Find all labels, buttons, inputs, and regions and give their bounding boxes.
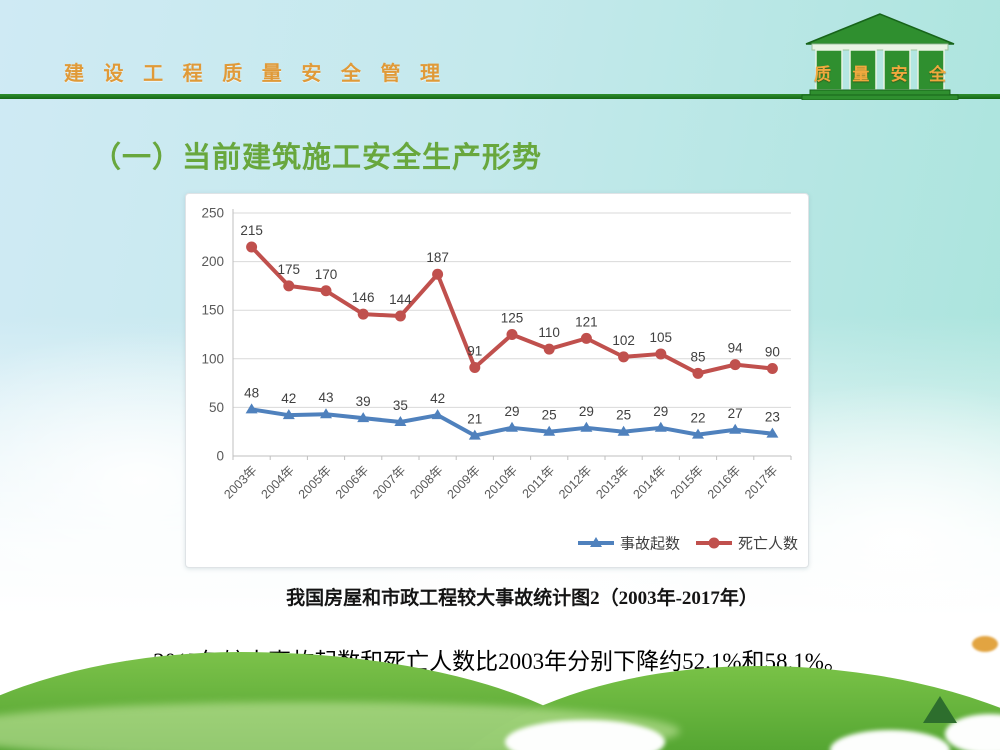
svg-text:2007年: 2007年 — [370, 463, 408, 501]
line-chart: 0 50 100 150 200 250 2003年2004年2005年2006年2007年… — [201, 206, 798, 553]
svg-text:250: 250 — [201, 206, 224, 221]
svg-text:200: 200 — [201, 254, 224, 269]
chart-panel: 0 50 100 150 200 250 2003年 2004年 2005年 2006年 2007年… — [185, 193, 809, 568]
series-1: 215 175 170 146 144 187 91 125 110 121 102 105 85 94 9… — [240, 223, 780, 379]
svg-text:2013年: 2013年 — [593, 463, 631, 501]
temple-icon — [801, 13, 959, 101]
page-title: （一）当前建筑施工安全生产形势 — [92, 142, 543, 174]
logo-char: 全 — [928, 65, 946, 84]
flower-shape — [972, 636, 998, 652]
svg-text:2009年: 2009年 — [445, 463, 483, 501]
chart-legend: 事故起数 死亡人数 — [578, 536, 798, 553]
svg-text:105: 105 — [650, 330, 673, 345]
svg-text:90: 90 — [765, 345, 780, 360]
svg-text:85: 85 — [690, 349, 705, 364]
svg-text:110: 110 — [538, 325, 560, 340]
svg-text:2012年: 2012年 — [556, 463, 594, 501]
svg-text:146: 146 — [352, 290, 375, 305]
svg-text:23: 23 — [765, 410, 780, 425]
svg-text:死亡人数: 死亡人数 — [738, 536, 798, 553]
series-0: 48 42 43 39 35 42 21 29 25 29 25 29 22 27 23 — [244, 385, 780, 440]
svg-text:91: 91 — [467, 344, 482, 359]
svg-text:2003年: 2003年 — [221, 463, 259, 501]
triangle-shape — [923, 696, 957, 723]
svg-text:144: 144 — [389, 292, 412, 307]
svg-text:43: 43 — [318, 390, 333, 405]
header-divider-line — [0, 94, 1000, 99]
svg-text:2006年: 2006年 — [333, 463, 371, 501]
logo-char: 量 — [852, 65, 870, 84]
svg-text:25: 25 — [616, 408, 631, 423]
svg-text:27: 27 — [728, 406, 743, 421]
svg-text:39: 39 — [356, 394, 371, 409]
svg-text:2014年: 2014年 — [631, 463, 669, 501]
svg-text:187: 187 — [426, 250, 449, 265]
svg-text:2005年: 2005年 — [296, 463, 334, 501]
svg-text:2011年: 2011年 — [520, 463, 558, 501]
svg-text:2017年: 2017年 — [742, 463, 780, 501]
svg-text:2008年: 2008年 — [407, 463, 445, 501]
svg-text:121: 121 — [575, 314, 598, 329]
quality-safety-logo: 质 量 安 全 — [800, 8, 960, 101]
svg-text:29: 29 — [579, 404, 594, 419]
axes — [232, 209, 792, 460]
header-brand-text: 建 设 工 程 质 量 安 全 管 理 — [64, 63, 448, 85]
svg-text:42: 42 — [430, 391, 445, 406]
svg-text:29: 29 — [653, 404, 668, 419]
logo-text: 质 量 安 全 — [814, 60, 946, 85]
svg-text:25: 25 — [542, 408, 557, 423]
sheep-shape — [830, 730, 950, 750]
svg-text:事故起数: 事故起数 — [620, 536, 680, 553]
svg-text:100: 100 — [201, 351, 224, 366]
svg-text:150: 150 — [201, 303, 224, 318]
svg-text:48: 48 — [244, 385, 259, 400]
chart-caption: 我国房屋和市政工程较大事故统计图2（2003年-2017年） — [286, 588, 758, 609]
svg-text:170: 170 — [315, 267, 338, 282]
logo-char: 质 — [814, 65, 831, 84]
svg-text:22: 22 — [690, 411, 705, 426]
svg-text:2010年: 2010年 — [482, 463, 520, 501]
x-axis-labels: 2003年2004年2005年2006年2007年2008年2009年2010年… — [221, 463, 780, 501]
svg-text:175: 175 — [278, 262, 301, 277]
svg-text:2016年: 2016年 — [705, 463, 743, 501]
svg-text:94: 94 — [728, 341, 744, 356]
svg-text:2004年: 2004年 — [259, 463, 297, 501]
y-axis-labels: 0 50 100 150 200 250 — [201, 206, 224, 464]
svg-text:29: 29 — [504, 404, 519, 419]
svg-text:102: 102 — [612, 333, 635, 348]
svg-text:42: 42 — [281, 391, 296, 406]
svg-text:2015年: 2015年 — [668, 463, 706, 501]
svg-text:125: 125 — [501, 311, 524, 326]
svg-text:35: 35 — [393, 398, 408, 413]
summary-text: 2017年较大事故起数和死亡人数比2003年分别下降约52.1%和58.1%。 — [153, 649, 847, 674]
svg-text:50: 50 — [209, 400, 224, 415]
sheep-shape — [505, 720, 665, 750]
svg-text:0: 0 — [216, 449, 224, 464]
svg-text:215: 215 — [240, 223, 263, 238]
svg-text:21: 21 — [467, 412, 482, 427]
logo-char: 安 — [890, 65, 908, 84]
